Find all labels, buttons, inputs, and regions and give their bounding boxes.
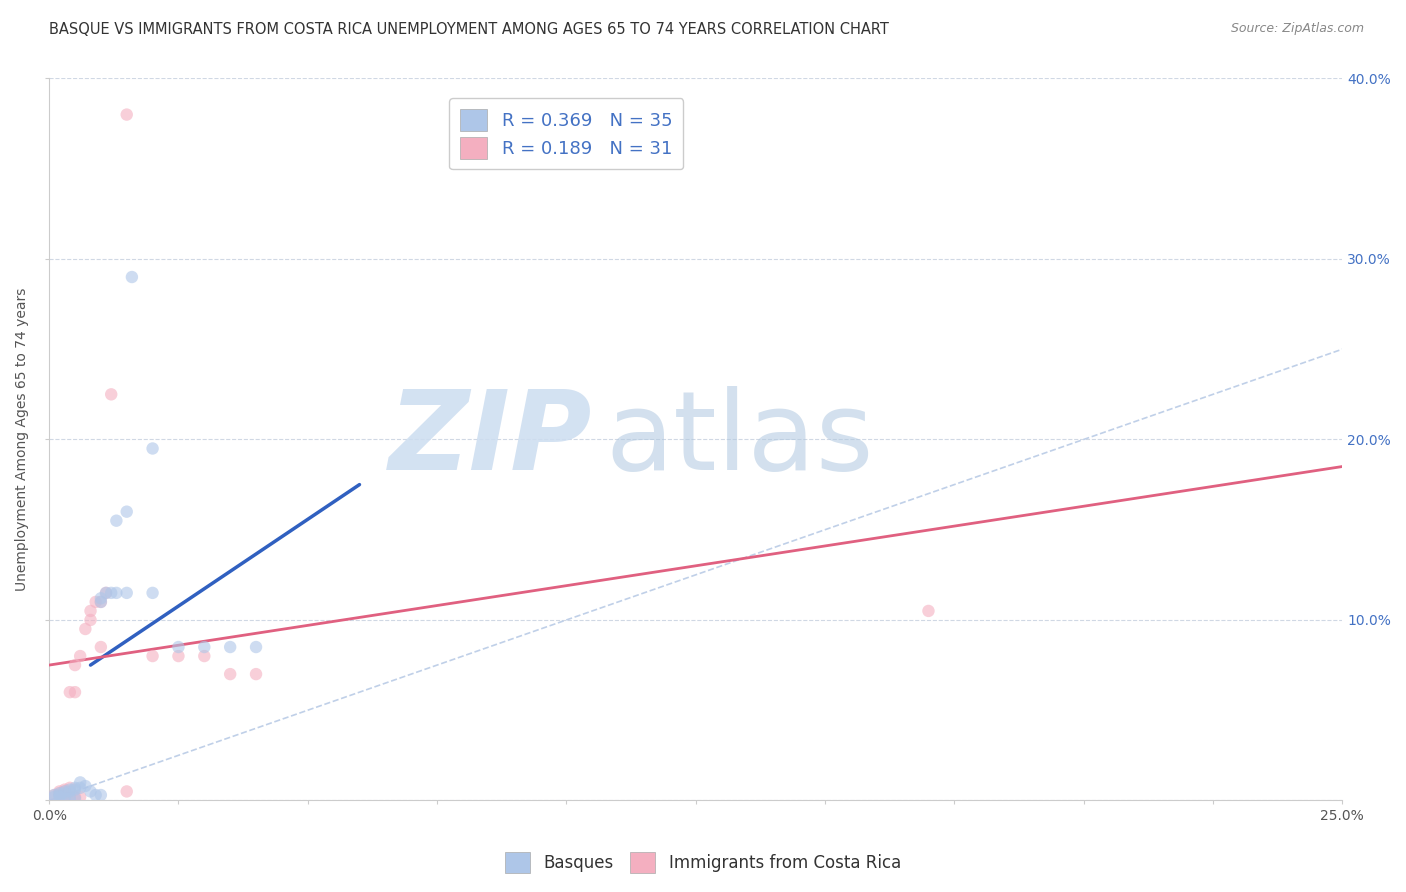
Point: [44, 788, 66, 802]
Point: [193, 640, 215, 654]
Point: [79, 613, 101, 627]
Point: [63, 780, 86, 795]
Point: [115, 107, 138, 121]
Point: [100, 586, 122, 600]
Point: [53, 791, 76, 805]
Text: ZIP: ZIP: [388, 386, 592, 493]
Point: [44, 788, 66, 802]
Point: [167, 648, 190, 663]
Legend: Basques, Immigrants from Costa Rica: Basques, Immigrants from Costa Rica: [498, 846, 908, 880]
Point: [142, 648, 165, 663]
Point: [90, 591, 112, 606]
Point: [75, 779, 97, 793]
Point: [63, 685, 86, 699]
Point: [53, 782, 76, 797]
Point: [917, 604, 939, 618]
Point: [94, 586, 117, 600]
Point: [59, 685, 82, 699]
Point: [48, 786, 70, 800]
Point: [53, 786, 76, 800]
Point: [48, 788, 70, 802]
Point: [69, 780, 91, 795]
Point: [48, 786, 70, 800]
Point: [100, 387, 122, 401]
Point: [105, 586, 128, 600]
Point: [48, 789, 70, 804]
Point: [115, 586, 138, 600]
Point: [69, 775, 91, 789]
Point: [63, 782, 86, 797]
Point: [115, 505, 138, 519]
Y-axis label: Unemployment Among Ages 65 to 74 years: Unemployment Among Ages 65 to 74 years: [15, 288, 30, 591]
Point: [142, 442, 165, 456]
Point: [245, 667, 267, 681]
Point: [44, 789, 66, 804]
Legend: R = 0.369   N = 35, R = 0.189   N = 31: R = 0.369 N = 35, R = 0.189 N = 31: [450, 98, 683, 169]
Text: BASQUE VS IMMIGRANTS FROM COSTA RICA UNEMPLOYMENT AMONG AGES 65 TO 74 YEARS CORR: BASQUE VS IMMIGRANTS FROM COSTA RICA UNE…: [49, 22, 889, 37]
Point: [59, 789, 82, 804]
Point: [79, 604, 101, 618]
Point: [75, 622, 97, 636]
Point: [53, 784, 76, 798]
Point: [53, 784, 76, 798]
Point: [142, 586, 165, 600]
Point: [48, 784, 70, 798]
Point: [63, 789, 86, 804]
Point: [59, 780, 82, 795]
Point: [90, 640, 112, 654]
Point: [59, 784, 82, 798]
Point: [59, 791, 82, 805]
Point: [105, 514, 128, 528]
Point: [90, 788, 112, 802]
Point: [193, 648, 215, 663]
Point: [63, 658, 86, 673]
Point: [219, 667, 242, 681]
Point: [245, 640, 267, 654]
Point: [219, 640, 242, 654]
Text: atlas: atlas: [605, 386, 873, 493]
Point: [53, 789, 76, 804]
Point: [84, 788, 107, 802]
Point: [79, 784, 101, 798]
Point: [84, 595, 107, 609]
Point: [90, 595, 112, 609]
Point: [48, 788, 70, 802]
Point: [90, 595, 112, 609]
Point: [121, 270, 143, 285]
Point: [94, 586, 117, 600]
Point: [59, 782, 82, 797]
Point: [69, 648, 91, 663]
Point: [69, 789, 91, 804]
Point: [63, 791, 86, 805]
Point: [115, 784, 138, 798]
Text: Source: ZipAtlas.com: Source: ZipAtlas.com: [1230, 22, 1364, 36]
Point: [167, 640, 190, 654]
